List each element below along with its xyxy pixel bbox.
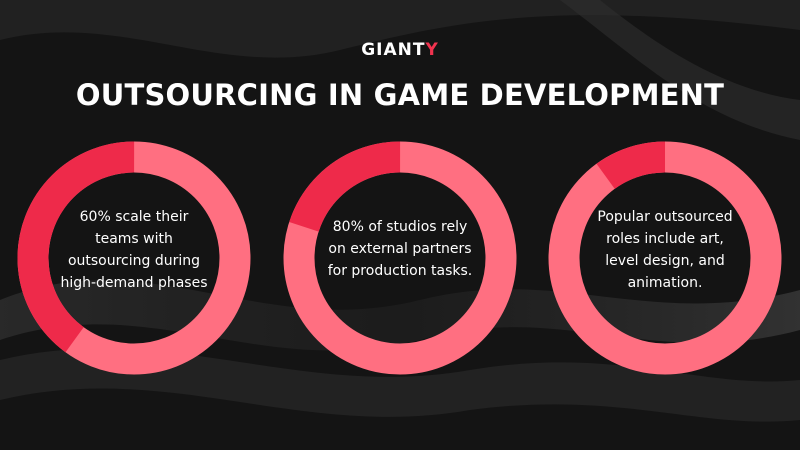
donut-3-highlight-slice bbox=[548, 141, 782, 375]
donut-2-highlight-slice bbox=[283, 141, 517, 375]
donut-3-annotation: Popular outsourced roles include art, le… bbox=[597, 209, 733, 291]
logo-main-text: GIANT bbox=[361, 40, 426, 60]
brand-logo: GIANTY bbox=[0, 40, 800, 60]
page-title: OUTSOURCING IN GAME DEVELOPMENT bbox=[75, 78, 725, 112]
donut-2-annotation: 80% of studios rely on external partners… bbox=[327, 219, 473, 279]
donut-1-highlight-slice bbox=[17, 141, 251, 375]
logo-accent-letter: Y bbox=[425, 40, 439, 60]
donut-1-annotation: 60% scale their teams with outsourcing d… bbox=[60, 209, 208, 291]
